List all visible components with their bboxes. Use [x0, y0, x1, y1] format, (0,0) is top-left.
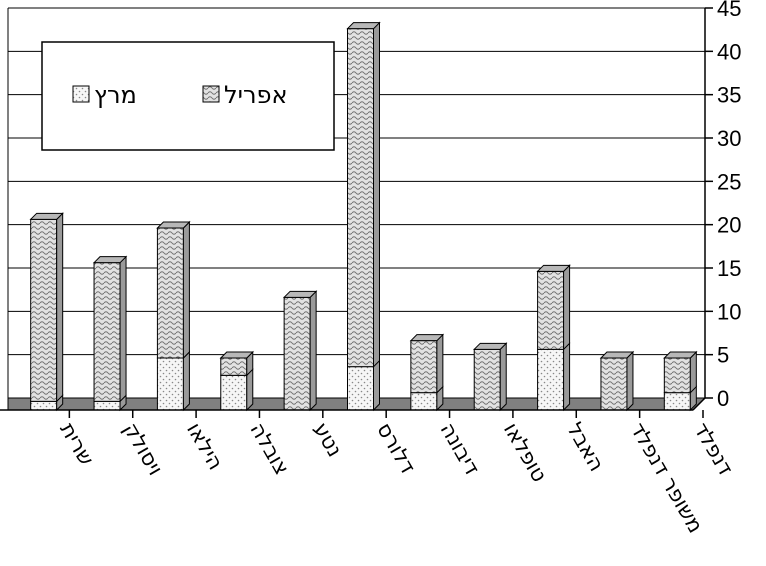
value-axis-tick-label: 40 — [717, 39, 741, 64]
value-axis-tick-label: 25 — [717, 169, 741, 194]
bar-april — [93, 262, 121, 402]
bar-side — [56, 212, 64, 403]
legend: מרץ אפריל — [41, 41, 335, 151]
bar-april — [220, 357, 248, 376]
value-axis-tick-label: 15 — [717, 256, 741, 281]
bar-april — [30, 218, 58, 402]
value-axis-tick-label: 20 — [717, 213, 741, 238]
bar-april — [537, 270, 565, 350]
bar-april — [283, 296, 311, 411]
bar-top — [536, 264, 571, 272]
bar-side — [563, 342, 571, 412]
value-axis-tick-label: 10 — [717, 299, 741, 324]
legend-label-april: אפריל — [224, 81, 288, 109]
category-label: טופלאו — [499, 419, 552, 487]
bar-side — [563, 264, 571, 351]
axis-floor-edge — [692, 397, 706, 411]
bar-side — [373, 21, 380, 368]
bar-april — [663, 357, 691, 394]
value-axis-tick-label: 30 — [717, 126, 741, 151]
bar-top — [409, 334, 445, 342]
value-axis-tick-label: 35 — [717, 83, 741, 108]
bar-april — [156, 227, 184, 359]
category-label: ויסולק — [119, 419, 168, 480]
bar-side — [119, 255, 127, 403]
bar-top — [282, 290, 318, 298]
value-axis-tick-label: 0 — [717, 386, 729, 411]
bar-side — [182, 220, 190, 360]
bar-top — [663, 351, 698, 359]
category-label: דלורס — [372, 419, 420, 478]
category-label: דיבונה — [436, 419, 485, 480]
category-label: דנפלד — [689, 419, 738, 480]
bar-side — [182, 350, 190, 412]
bar-march — [537, 348, 565, 411]
bar-side — [499, 342, 507, 412]
bar-side — [309, 290, 317, 412]
bar-march — [663, 392, 691, 411]
legend-swatch-march — [72, 85, 90, 103]
bar-april — [473, 348, 501, 411]
bar-side — [626, 350, 634, 412]
category-label: נטע — [309, 419, 347, 461]
bar-march — [347, 366, 374, 411]
bar-top — [219, 351, 254, 359]
category-label: האבל — [562, 419, 609, 476]
bar-top — [599, 351, 635, 359]
bar-side — [689, 350, 697, 394]
bar-april — [347, 28, 374, 368]
bar-top — [92, 256, 128, 264]
legend-swatch-april — [202, 85, 220, 103]
legend-box — [41, 41, 335, 151]
bar-side — [246, 368, 254, 412]
bar-april — [410, 340, 438, 394]
bar-side — [436, 333, 444, 394]
bar-march — [93, 400, 121, 411]
category-label: צובלה — [245, 419, 294, 479]
bar-top — [156, 221, 191, 229]
bar-top — [346, 22, 381, 30]
bar-march — [410, 392, 438, 411]
bar-march — [220, 374, 248, 411]
bar-side — [373, 359, 380, 412]
bar-top — [29, 212, 64, 220]
category-label: שרית — [55, 419, 98, 470]
bar-april — [600, 357, 628, 411]
bar-march — [156, 357, 184, 411]
bar-march — [30, 400, 58, 411]
legend-label-march: מרץ — [94, 81, 137, 109]
value-axis-tick-label: 5 — [717, 343, 729, 368]
value-axis-tick-label: 45 — [717, 0, 741, 21]
category-label: הילאו — [182, 419, 228, 474]
bar-top — [473, 342, 508, 350]
